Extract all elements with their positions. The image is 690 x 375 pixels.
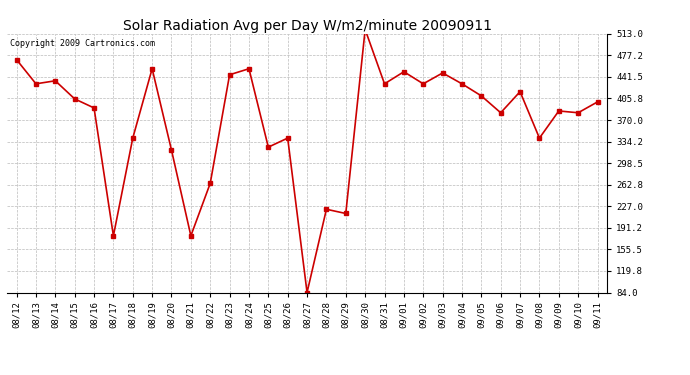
Title: Solar Radiation Avg per Day W/m2/minute 20090911: Solar Radiation Avg per Day W/m2/minute … [123, 19, 491, 33]
Text: Copyright 2009 Cartronics.com: Copyright 2009 Cartronics.com [10, 39, 155, 48]
